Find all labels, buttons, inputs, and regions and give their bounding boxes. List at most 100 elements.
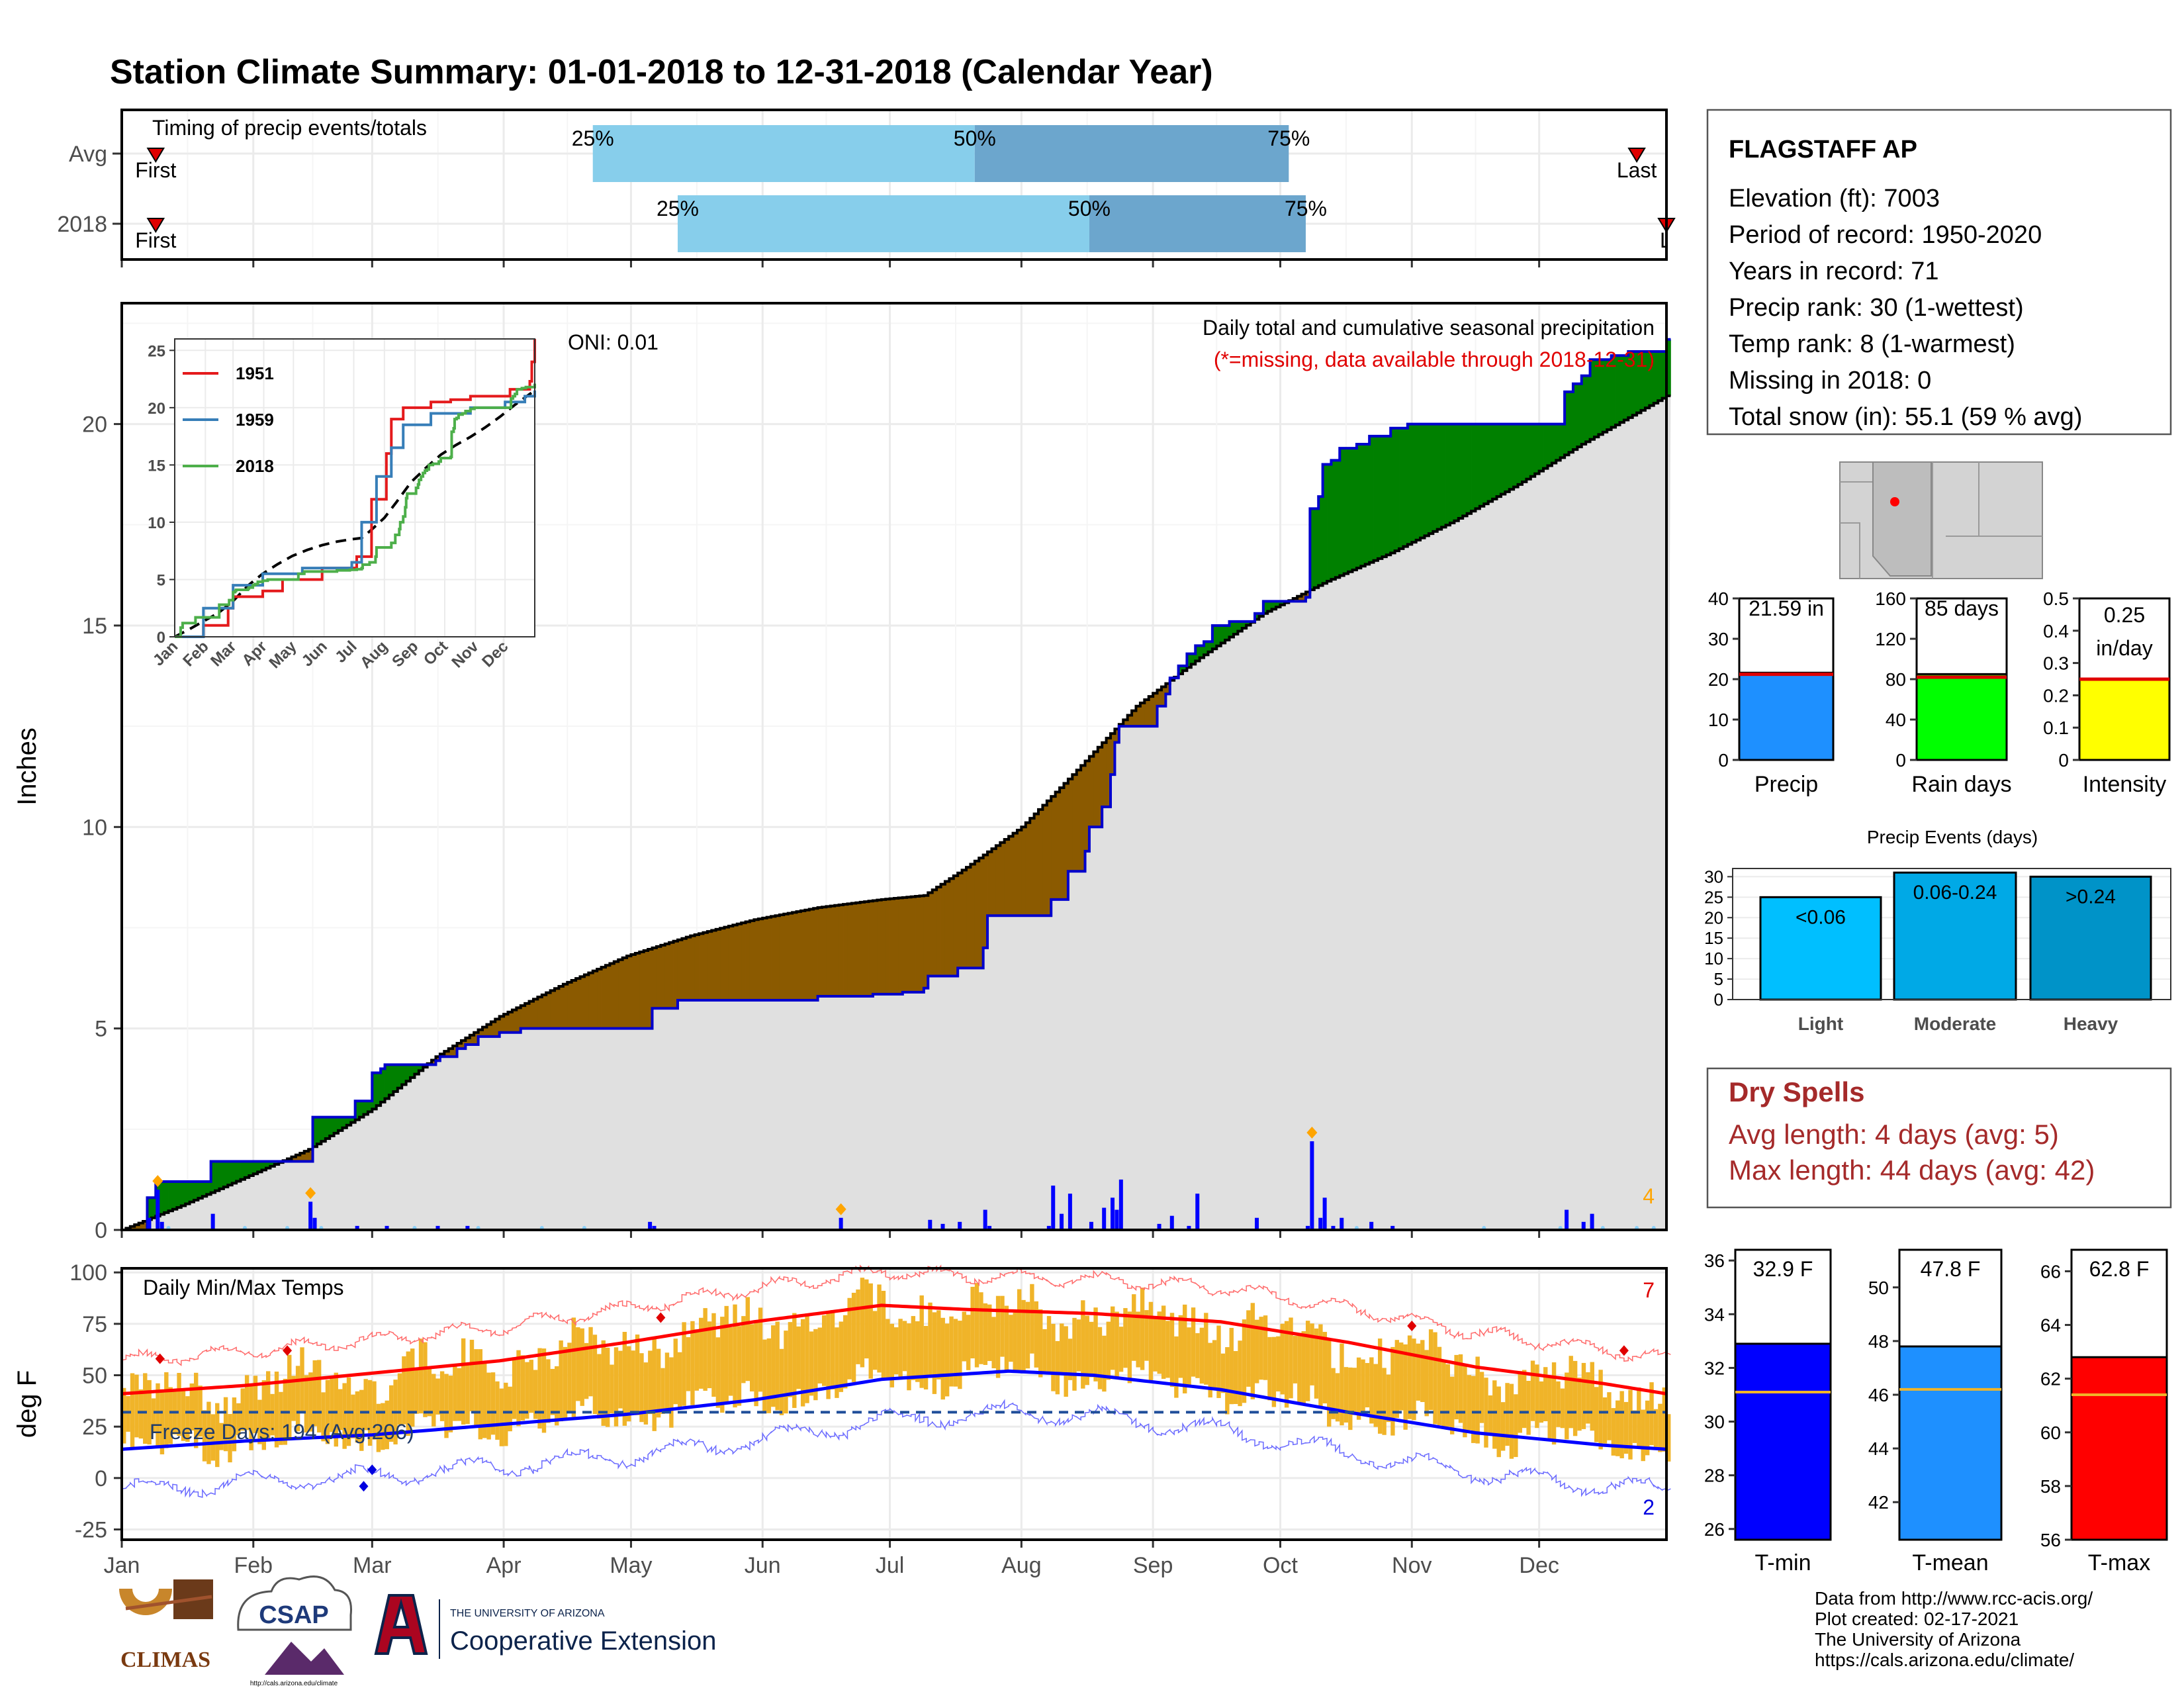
above-average-fill (1377, 436, 1383, 559)
below-average-fill (843, 904, 848, 996)
dry-spells-max: Max length: 44 days (avg: 42) (1729, 1154, 2095, 1186)
daily-temp-range-bar (923, 1326, 929, 1389)
above-average-fill (210, 1161, 216, 1193)
above-average-fill (177, 1181, 182, 1208)
above-average-fill (185, 1181, 190, 1204)
daily-temp-range-bar (435, 1378, 440, 1415)
below-average-fill (614, 961, 619, 1029)
above-average-fill (1623, 355, 1629, 420)
below-average-fill (588, 972, 594, 1029)
daily-temp-range-bar (771, 1325, 776, 1407)
below-average-fill (805, 910, 810, 1001)
above-average-fill (1407, 424, 1412, 545)
above-average-fill (168, 1181, 173, 1211)
above-average-fill (359, 1101, 364, 1117)
below-average-fill (1076, 770, 1081, 872)
daily-temp-range-bar (898, 1319, 903, 1380)
daily-temp-range-bar (1085, 1315, 1089, 1385)
above-average-fill (1331, 460, 1336, 580)
daily-temp-range-bar (754, 1320, 758, 1407)
summary-bar-name: Rain days (1911, 772, 2011, 797)
above-average-fill (402, 1064, 406, 1085)
daily-temp-range-bar (122, 1387, 126, 1444)
below-average-fill (295, 1154, 300, 1162)
events-bar-label: <0.06 (1796, 906, 1846, 928)
daily-temp-range-bar (1488, 1395, 1493, 1434)
above-average-fill (1514, 424, 1518, 487)
daily-temp-range-bar (1004, 1305, 1009, 1371)
daily-temp-range-bar (1539, 1381, 1544, 1423)
below-average-fill (1293, 598, 1298, 602)
daily-precip-bar (465, 1225, 470, 1230)
below-average-fill (474, 1032, 479, 1045)
events-bar (1893, 871, 2017, 1001)
daily-temp-range-bar (232, 1397, 237, 1452)
below-average-fill (792, 912, 797, 1001)
above-average-fill (1204, 641, 1208, 655)
below-average-fill (796, 912, 801, 1001)
above-average-fill (1267, 601, 1273, 612)
daily-temp-range-bar (911, 1316, 916, 1380)
below-average-fill (1148, 696, 1154, 727)
daily-precip-bar (1187, 1225, 1191, 1230)
daily-temp-range-bar (1208, 1342, 1212, 1398)
below-average-fill (631, 955, 636, 1029)
summary-y-tick-label: 20 (1708, 669, 1729, 690)
daily-temp-range-bar (499, 1388, 504, 1446)
daily-precip-bar (839, 1217, 843, 1230)
temp-x-tick-label: Jun (745, 1553, 781, 1578)
above-average-fill (1271, 601, 1277, 610)
temp-x-tick-label: Jul (876, 1553, 904, 1578)
inset-average-line (174, 389, 536, 638)
daily-temp-range-bar (843, 1315, 848, 1389)
above-average-fill (1246, 621, 1251, 626)
below-average-fill (847, 904, 852, 996)
summary-y-tick-label: 0 (1895, 750, 1906, 771)
station-info-frame (1706, 109, 2172, 436)
below-average-fill (724, 927, 729, 1001)
below-average-fill (1153, 693, 1158, 727)
daily-temp-range-bar (932, 1312, 937, 1394)
daily-temp-range-bar (525, 1362, 529, 1419)
daily-temp-range-bar (1666, 1414, 1671, 1462)
below-average-fill (800, 910, 805, 1001)
temp-bar-y-tick-label: 64 (2040, 1315, 2061, 1336)
below-average-fill (839, 904, 844, 996)
above-average-fill (1496, 424, 1502, 497)
first-event-label: First (135, 158, 176, 182)
below-average-fill (936, 887, 941, 976)
daily-temp-range-bar (758, 1307, 763, 1392)
daily-temp-range-bar (1106, 1321, 1111, 1380)
below-average-fill (983, 855, 988, 948)
daily-temp-range-bar (1111, 1306, 1115, 1370)
daily-precip-bar (1310, 1141, 1314, 1230)
daily-temp-range-bar (1144, 1310, 1149, 1361)
daily-temp-range-bar (367, 1380, 373, 1446)
below-average-fill (652, 947, 657, 1009)
timing-panel: 25% 50% 75% First Last Avg 25% 50% 75% First La 201… (57, 109, 1676, 267)
daily-temp-range-bar (461, 1338, 466, 1425)
daily-temp-range-bar (979, 1292, 983, 1364)
daily-temp-range-bar (325, 1380, 330, 1444)
daily-temp-range-bar (1615, 1400, 1620, 1456)
above-average-fill (1569, 391, 1574, 453)
below-average-fill (1017, 829, 1022, 916)
temp-bar-y-tick-label: 60 (2040, 1423, 2061, 1443)
precip-y-axis-label: Inches (13, 727, 42, 806)
summary-y-tick-label: 40 (1886, 710, 1906, 730)
above-average-fill (1433, 424, 1438, 532)
daily-temp-range-bar (240, 1388, 245, 1431)
below-average-fill (762, 917, 768, 1001)
daily-temp-range-bar (1547, 1376, 1552, 1440)
above-average-fill (1615, 355, 1620, 425)
below-average-fill (754, 919, 759, 1001)
above-average-fill (1276, 601, 1281, 607)
below-average-fill (669, 942, 674, 1009)
below-average-fill (958, 872, 962, 968)
daily-precip-bar (210, 1213, 215, 1230)
daily-precip-bar (1157, 1223, 1161, 1230)
timing-frame (120, 109, 1668, 261)
daily-temp-range-bar (1556, 1381, 1561, 1427)
record-high-count: 7 (1643, 1278, 1655, 1302)
